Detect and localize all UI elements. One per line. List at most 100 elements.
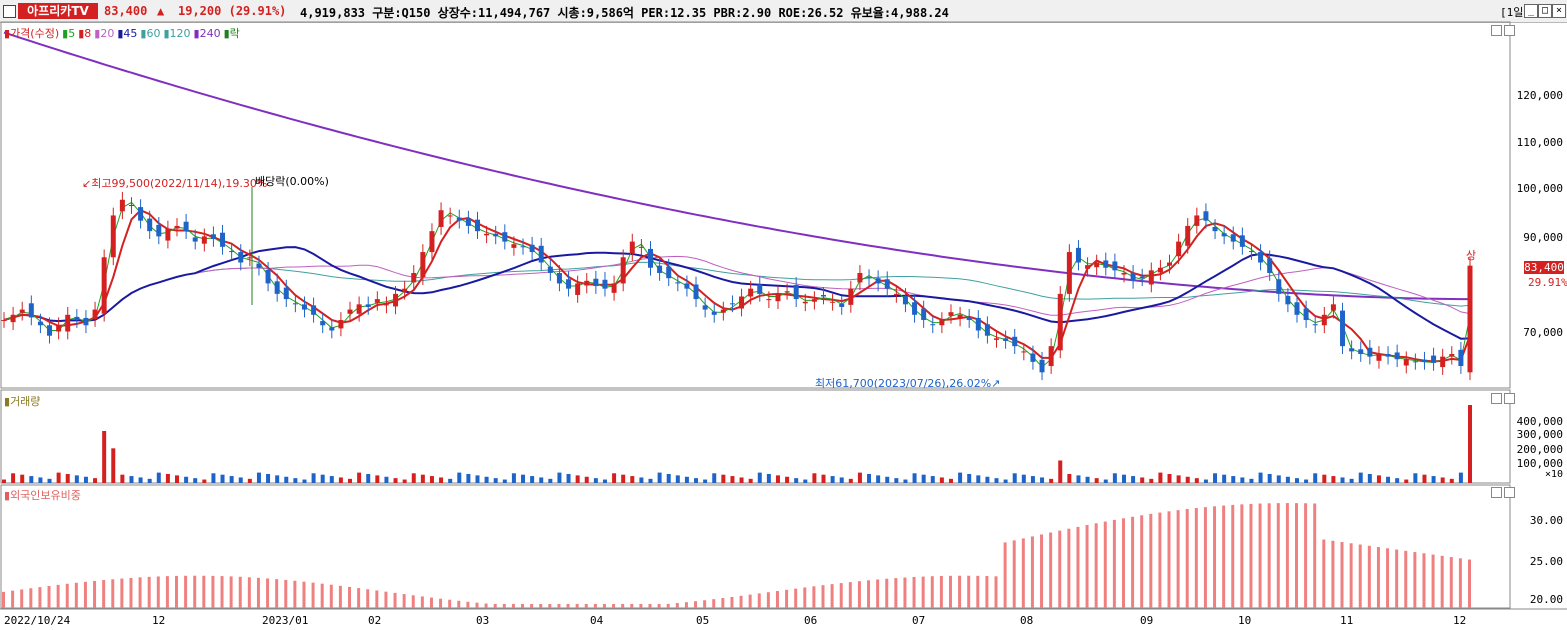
limit-up-label: 상: [1466, 249, 1477, 262]
ma20-line: [3, 255, 1471, 322]
candle-body: [320, 321, 326, 326]
foreign-bar: [985, 576, 989, 608]
foreign-bar: [1358, 544, 1362, 608]
candle-body: [56, 325, 62, 332]
foreign-bar: [539, 603, 543, 608]
volume-bar: [821, 474, 826, 483]
candle-body: [511, 244, 517, 248]
stock-name[interactable]: 아프리카TV: [18, 3, 98, 19]
legend-item[interactable]: 가격(수정): [10, 27, 60, 40]
panel-foreign-close-button[interactable]: [1504, 487, 1515, 498]
foreign-bar: [1440, 555, 1444, 608]
volume-bar: [830, 476, 835, 483]
candle-body: [356, 304, 362, 314]
foreign-bar: [894, 578, 898, 608]
foreign-bar: [1322, 539, 1326, 608]
foreign-bar: [548, 603, 552, 608]
select-checkbox[interactable]: [3, 5, 16, 18]
foreign-bar: [1449, 557, 1453, 608]
legend-item[interactable]: ▮5: [62, 27, 76, 40]
legend-item[interactable]: ▮20: [94, 27, 115, 40]
foreign-bar: [1258, 503, 1262, 608]
volume-bar: [757, 472, 762, 483]
legend-item[interactable]: ▮60: [140, 27, 161, 40]
foreign-bar: [1112, 519, 1116, 608]
foreign-bar: [1222, 505, 1226, 608]
volume-bar: [739, 477, 744, 483]
volume-bar: [1030, 476, 1035, 483]
volume-bar: [785, 476, 790, 483]
volume-bar: [1049, 478, 1054, 483]
volume-bar: [1258, 472, 1263, 483]
foreign-bar: [830, 584, 834, 608]
candle-body: [1294, 302, 1300, 315]
candle-body: [156, 224, 162, 237]
panel-volume-close-button[interactable]: [1504, 393, 1515, 404]
volume-bar: [502, 479, 507, 483]
candle-body: [1321, 314, 1327, 326]
legend-item[interactable]: ▮8: [78, 27, 92, 40]
candle-body: [365, 304, 371, 307]
foreign-bar: [493, 603, 497, 608]
candle-body: [1385, 354, 1391, 357]
foreign-bar: [1203, 507, 1207, 608]
foreign-bar: [1058, 530, 1062, 608]
candle-body: [1094, 262, 1100, 268]
legend-item[interactable]: ▮120: [163, 27, 191, 40]
candle-body: [256, 263, 262, 268]
candle-body: [984, 324, 990, 336]
panel-volume-button[interactable]: [1491, 393, 1502, 404]
candle-body: [1312, 324, 1318, 326]
foreign-bar: [275, 579, 279, 608]
volume-bar: [876, 475, 881, 483]
panel-price-close-button[interactable]: [1504, 25, 1515, 36]
volume-bar: [1131, 476, 1136, 483]
candle-body: [74, 316, 80, 321]
ma60-line: [3, 261, 1471, 322]
candle-body: [830, 301, 836, 303]
period-selector[interactable]: [1일]: [1500, 6, 1530, 19]
foreign-bar: [912, 576, 916, 608]
candle-body: [811, 299, 817, 302]
maximize-button[interactable]: □: [1538, 4, 1552, 18]
volume-bar: [584, 476, 589, 483]
foreign-bar: [11, 590, 15, 608]
close-button[interactable]: ×: [1552, 4, 1566, 18]
foreign-bar: [1367, 545, 1371, 608]
price-legend-marker: ▮: [4, 27, 11, 40]
candle-body: [602, 279, 608, 289]
foreign-bar: [857, 581, 861, 608]
legend-item[interactable]: ▮240: [193, 27, 221, 40]
volume-bar: [293, 478, 298, 483]
volume-bar: [357, 472, 362, 483]
last-price-tag: 83,400: [1524, 261, 1564, 274]
panel-price-button[interactable]: [1491, 25, 1502, 36]
foreign-bar: [211, 575, 215, 608]
candle-body: [456, 217, 462, 221]
candle-body: [1349, 348, 1355, 352]
volume-bar: [803, 479, 808, 483]
foreign-bar: [848, 582, 852, 608]
foreign-bar: [366, 589, 370, 608]
minimize-button[interactable]: _: [1524, 4, 1538, 18]
candle-body: [1230, 234, 1236, 242]
panel-foreign-button[interactable]: [1491, 487, 1502, 498]
volume-bar: [639, 477, 644, 483]
foreign-bar: [1249, 503, 1253, 608]
volume-bar: [256, 472, 261, 483]
foreign-bar: [402, 594, 406, 608]
legend-item[interactable]: ▮락: [223, 27, 240, 40]
volume-bar: [56, 472, 61, 483]
foreign-bar: [348, 586, 352, 608]
volume-bar: [448, 478, 453, 483]
volume-bar: [1176, 475, 1181, 483]
legend-item[interactable]: ▮45: [117, 27, 138, 40]
candle-body: [1248, 251, 1254, 253]
foreign-bar: [320, 583, 324, 608]
candle-body: [1376, 354, 1382, 361]
foreign-bar: [1176, 510, 1180, 608]
foreign-bar: [1431, 554, 1435, 608]
volume-bar: [1249, 478, 1254, 483]
candle-body: [329, 327, 335, 331]
